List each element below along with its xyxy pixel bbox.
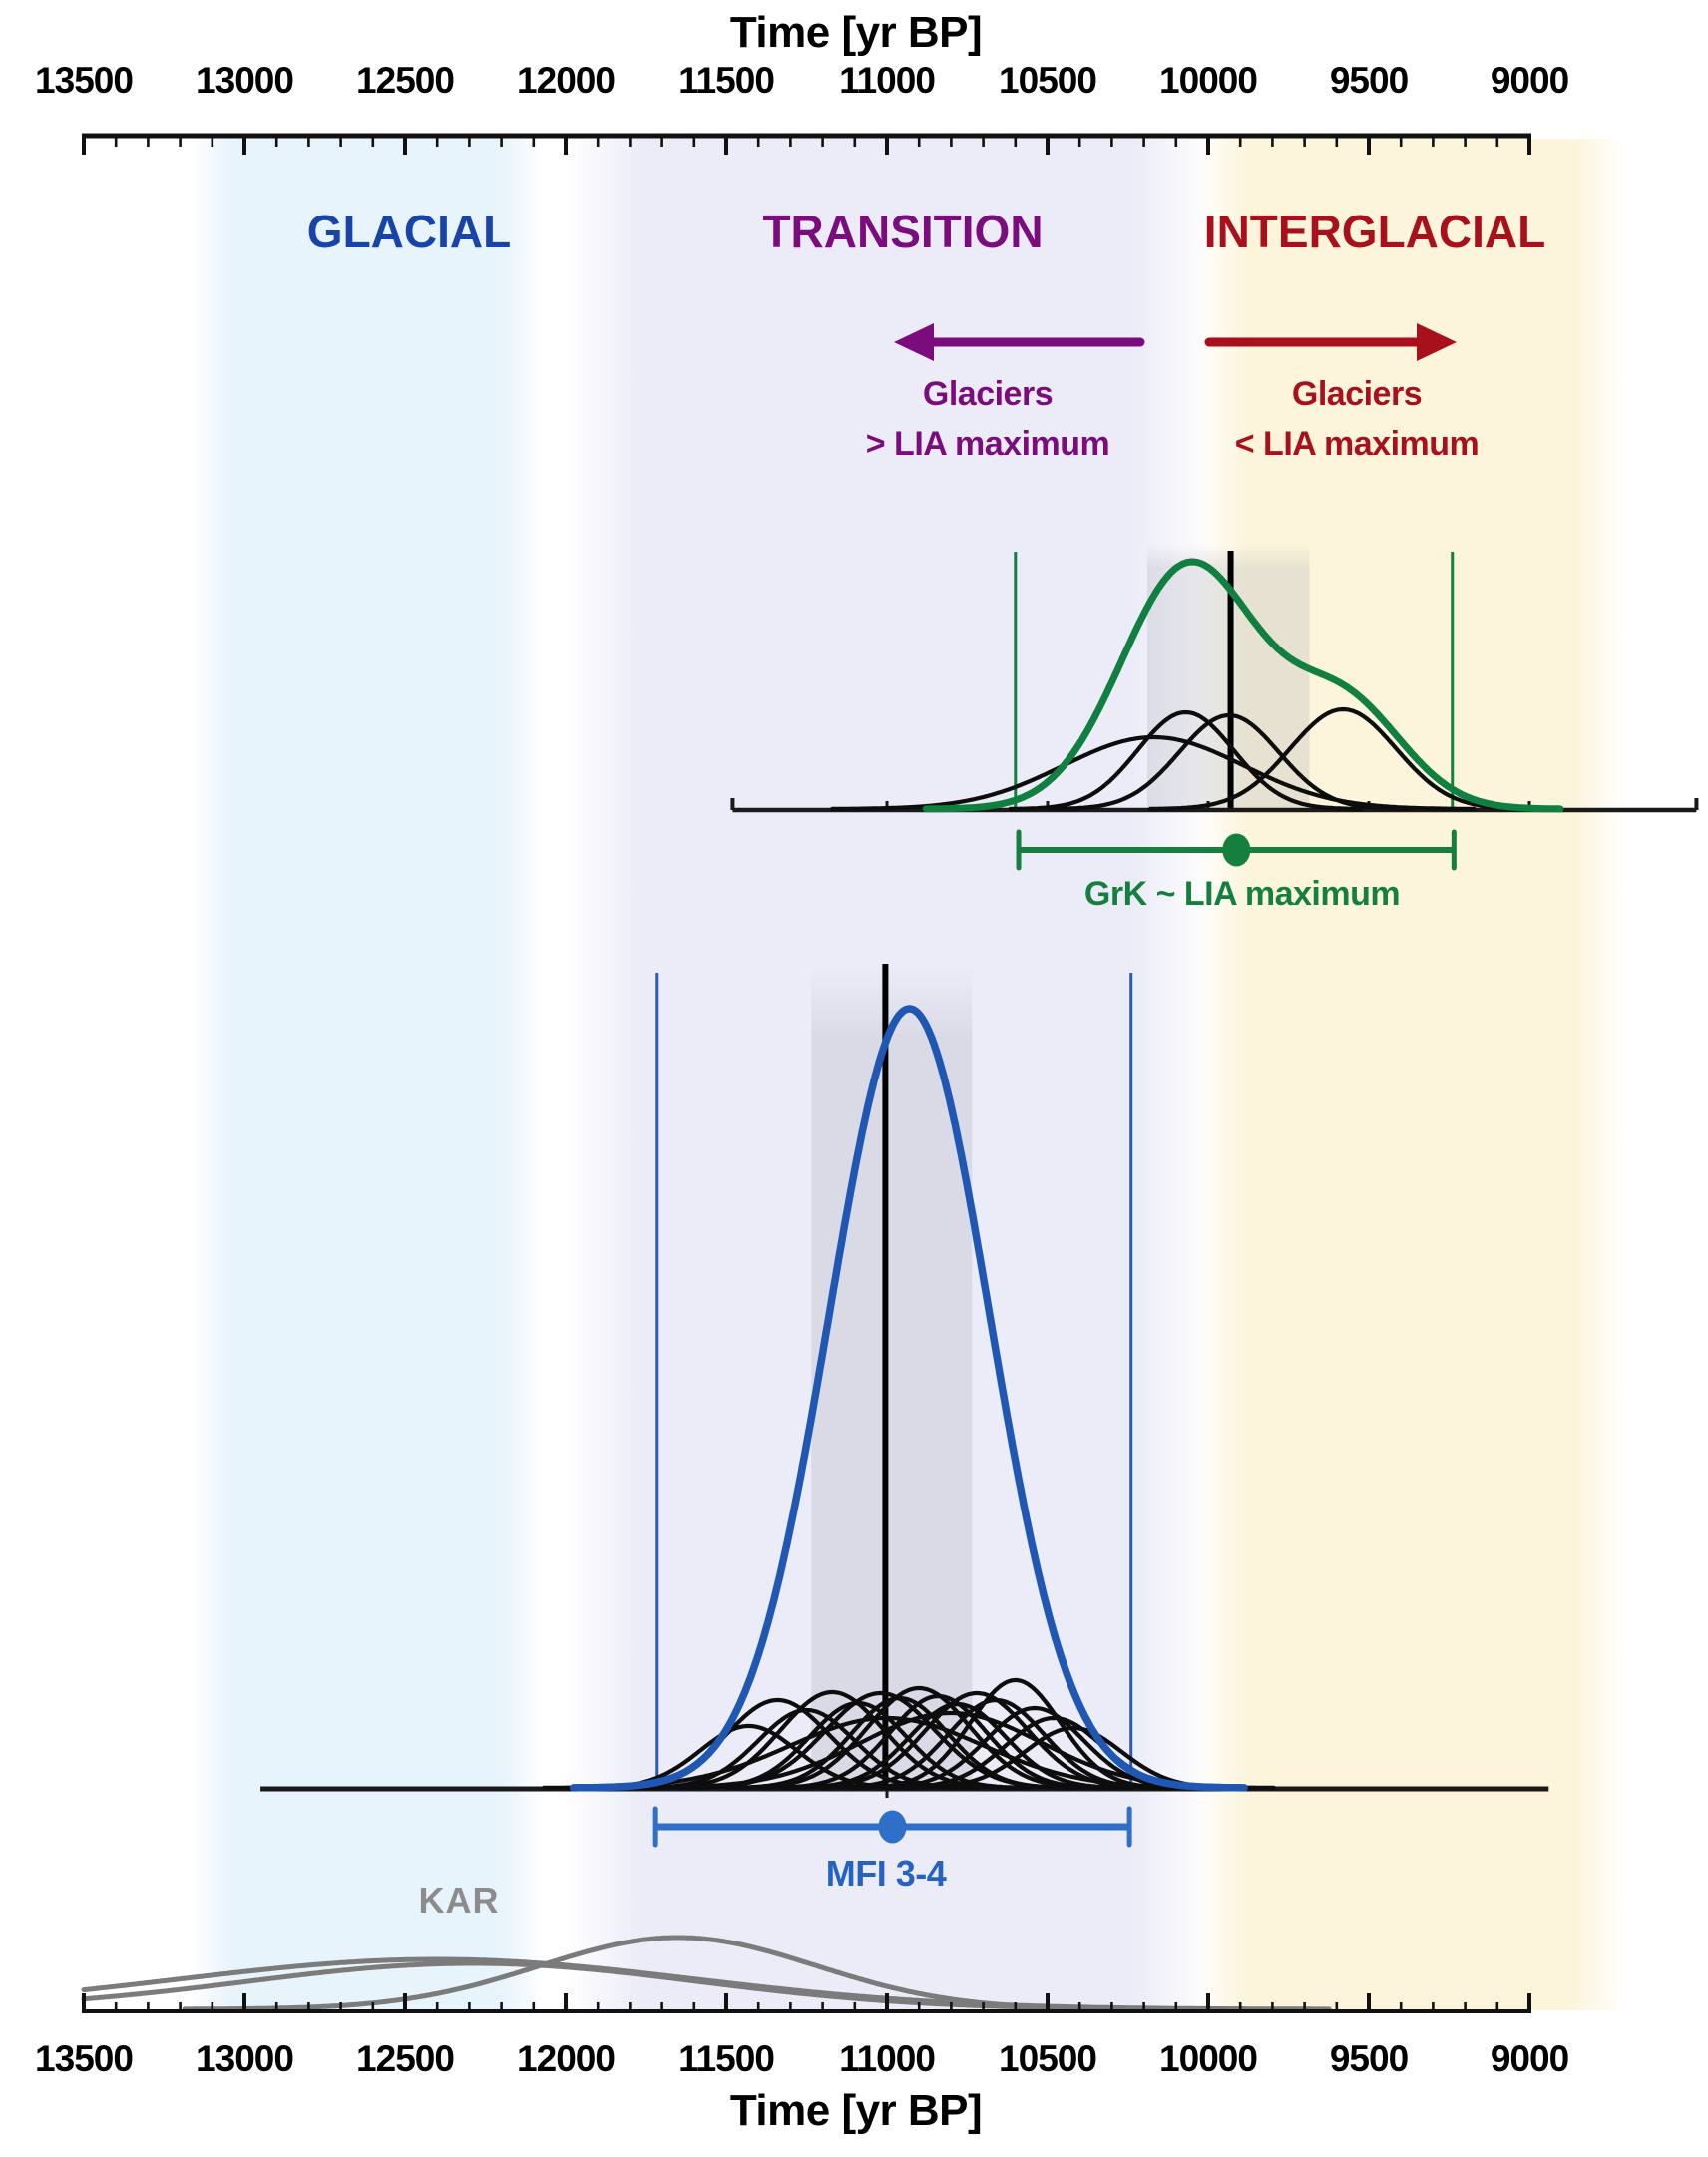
grk-panel [730, 544, 1699, 813]
top-axis-tick-label: 11500 [678, 60, 774, 101]
top-axis-tick-label: 13500 [35, 60, 133, 101]
bottom-axis: 13500 13000 12500 12000 11500 11000 10500 10000… [35, 1993, 1570, 2079]
mfi-component-curve [848, 1677, 1183, 1790]
mfi-mean-dot [878, 1810, 907, 1844]
top-axis-tick-label: 13000 [196, 60, 293, 101]
grk-mean-dot [1222, 833, 1251, 867]
grk-component-curve [830, 734, 1477, 811]
glaciers-larger-caption-line1: Glaciers [922, 375, 1054, 414]
bottom-axis-tick-label: 13500 [35, 2038, 133, 2079]
mfi-bar-label: MFI 3-4 [825, 1853, 947, 1895]
mfi-panel [260, 964, 1549, 1798]
period-label-interglacial: INTERGLACIAL [1203, 205, 1546, 257]
grk-component-curve [1008, 709, 1364, 811]
glaciers-larger-arrow-head [894, 323, 934, 361]
bottom-axis-tick-label: 9000 [1491, 2038, 1569, 2079]
mfi-component-curve [760, 1693, 1116, 1790]
top-axis-tick-label: 10500 [999, 60, 1096, 101]
grk-component-curve [1147, 706, 1538, 811]
glaciers-smaller-arrow-head [1417, 323, 1457, 361]
bottom-axis-tick-label: 12500 [356, 2038, 454, 2079]
glaciers-larger-caption-line2: > LIA maximum [865, 425, 1110, 464]
top-axis: 13500 13000 12500 12000 11500 11000 10500 10000… [35, 60, 1570, 155]
bottom-axis-tick-label: 10000 [1159, 2038, 1257, 2079]
bottom-axis-title: Time [yr BP] [729, 2085, 983, 2135]
glaciers-smaller-caption-line2: < LIA maximum [1234, 425, 1480, 464]
bottom-axis-tick-label: 9500 [1330, 2038, 1409, 2079]
grk-component-curve [1047, 712, 1412, 811]
mfi-component-curve [728, 1685, 1109, 1790]
bottom-axis-tick-label: 10500 [999, 2038, 1096, 2079]
kar-label: KAR [418, 1880, 500, 1922]
top-axis-tick-label: 11000 [839, 60, 935, 101]
top-axis-tick-label: 12000 [517, 60, 615, 101]
bottom-axis-tick-label: 13000 [196, 2038, 293, 2079]
kar-curve [182, 1935, 1174, 2012]
top-axis-tick-label: 9500 [1330, 60, 1409, 101]
grk-uncertainty-bar [1016, 829, 1457, 871]
interglacial-background-band [1195, 139, 1626, 2010]
mfi-uncertainty-bar [652, 1806, 1132, 1848]
top-axis-tick-label: 10000 [1159, 60, 1257, 101]
top-axis-title: Time [yr BP] [729, 7, 983, 57]
top-axis-tick-label: 12500 [356, 60, 454, 101]
glaciers-larger-arrow [894, 323, 1145, 361]
bottom-axis-tick-label: 11500 [678, 2038, 774, 2079]
grk-bar-label: GrK ~ LIA maximum [1083, 875, 1401, 914]
bottom-axis-tick-label: 12000 [517, 2038, 615, 2079]
bottom-axis-tick-label: 11000 [839, 2038, 935, 2079]
mfi-shaded-band [811, 966, 973, 1789]
mfi-envelope-curve [569, 1005, 1248, 1792]
glaciers-smaller-caption-line1: Glaciers [1291, 375, 1423, 414]
glacial-background-band [190, 139, 544, 2010]
grk-envelope-curve [922, 558, 1564, 813]
period-label-transition: TRANSITION [762, 205, 1044, 257]
period-label-glacial: GLACIAL [306, 205, 512, 257]
glaciers-smaller-arrow [1204, 323, 1457, 361]
top-axis-tick-label: 9000 [1491, 60, 1569, 101]
